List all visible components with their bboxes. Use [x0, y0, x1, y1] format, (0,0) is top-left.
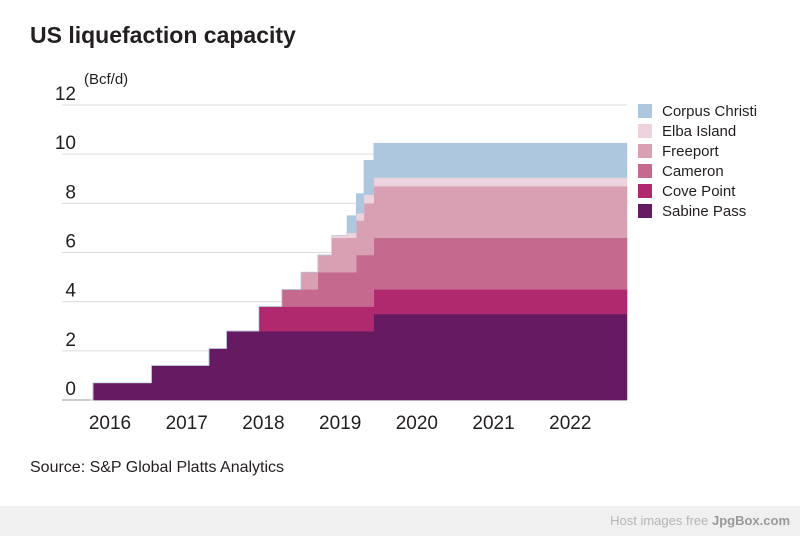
chart-title: US liquefaction capacity: [30, 22, 296, 48]
legend-swatch: [638, 124, 652, 138]
x-axis-ticks: 2016 2017 2018 2019 2020 2021 2022: [89, 413, 592, 434]
footer-text[interactable]: Host images free JpgBox.com: [610, 513, 790, 528]
legend-label: Sabine Pass: [662, 203, 746, 220]
legend-swatch: [638, 144, 652, 158]
legend-swatch: [638, 164, 652, 178]
y-axis-unit-label: (Bcf/d): [84, 71, 129, 88]
legend-swatch: [638, 104, 652, 118]
footer-brand: JpgBox.com: [711, 513, 790, 528]
y-tick-label: 4: [65, 281, 76, 302]
y-tick-label: 0: [65, 379, 76, 400]
area-chart: 0 2 4 6 8 10 12 2016 2017 2018 2019 2020 2021 2022 C…: [55, 84, 757, 434]
stacked-areas: [90, 142, 628, 401]
x-tick-label: 2021: [472, 413, 514, 434]
legend-label: Elba Island: [662, 123, 736, 140]
x-tick-label: 2020: [396, 413, 438, 434]
y-tick-label: 2: [65, 330, 76, 351]
legend: Corpus Christi Elba Island Freeport Cameron…: [638, 103, 757, 220]
y-tick-label: 8: [65, 182, 76, 203]
x-tick-label: 2018: [242, 413, 284, 434]
y-tick-label: 12: [55, 84, 76, 105]
x-tick-label: 2022: [549, 413, 591, 434]
y-tick-label: 6: [65, 232, 76, 253]
legend-swatch: [638, 184, 652, 198]
x-tick-label: 2019: [319, 413, 361, 434]
x-tick-label: 2017: [166, 413, 208, 434]
legend-label: Corpus Christi: [662, 103, 757, 120]
x-tick-label: 2016: [89, 413, 131, 434]
legend-label: Freeport: [662, 143, 720, 160]
footer-prefix: Host images free: [610, 513, 712, 528]
y-axis-ticks: 0 2 4 6 8 10 12: [55, 84, 77, 400]
legend-label: Cove Point: [662, 183, 736, 200]
source-note: Source: S&P Global Platts Analytics: [30, 459, 285, 476]
footer-bar: Host images free JpgBox.com: [0, 506, 800, 536]
legend-label: Cameron: [662, 163, 724, 180]
area-corpus-christi: [90, 142, 628, 401]
legend-swatch: [638, 204, 652, 218]
y-tick-label: 10: [55, 133, 76, 154]
